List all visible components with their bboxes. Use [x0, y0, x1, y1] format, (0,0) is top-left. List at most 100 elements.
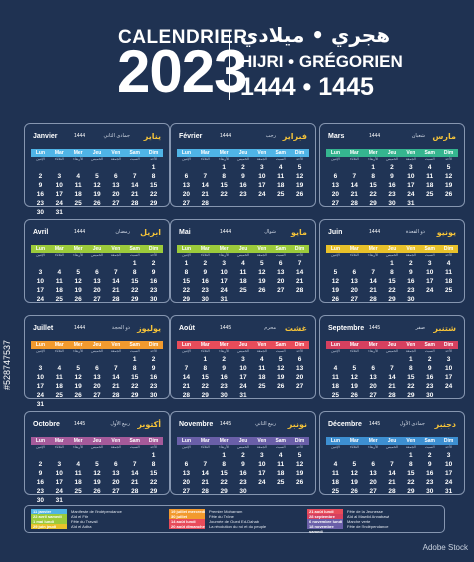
weekday-label: Dim — [148, 246, 159, 252]
day-number: 5 — [260, 260, 264, 267]
day-number: 30 — [201, 296, 209, 303]
day-number: 6 — [371, 365, 375, 372]
day-number: 20 — [182, 479, 191, 486]
day-number: 18 — [331, 479, 340, 486]
month-name: Avril — [33, 229, 49, 236]
empty-day — [88, 260, 107, 268]
weekday-label-arabic: الثلاثاء — [200, 349, 210, 353]
day-number: 2 — [222, 356, 226, 363]
weekday-label-arabic: الثلاثاء — [349, 253, 359, 257]
day-number: 11 — [331, 374, 339, 381]
day-number: 27 — [182, 200, 191, 207]
weekday-label: Mer — [219, 150, 229, 156]
day-number: 20 — [369, 383, 377, 390]
month-name-arabic: غشت — [284, 324, 307, 333]
day-number: 24 — [258, 191, 266, 198]
day-number: 24 — [258, 479, 266, 486]
day-number: 22 — [201, 383, 209, 390]
legend-date: 19 juillet mercredi — [169, 509, 206, 514]
day-number: 24 — [407, 191, 415, 198]
legend-item: 29 juin jeudi Aïd el Adha — [31, 524, 169, 529]
weekday-header-arabic: الإثنين الثلاثاء الأربعاء الخميس الجمعة السبت… — [326, 253, 458, 258]
weekday-label: Jeu — [387, 246, 397, 252]
hijri-year: 1444 — [369, 133, 381, 139]
weekday-label-arabic: الخميس — [91, 349, 103, 353]
day-number: 10 — [239, 365, 247, 372]
days-grid: 1 2 3 4 5 6 7 8 9 10 11 12 13 14 15 16 17 18 19 20 21 22 23 24 2… — [326, 452, 458, 496]
weekday-label-arabic: الإثنين — [36, 349, 45, 353]
weekday-label-arabic: الأربعاء — [73, 253, 84, 257]
weekday-label-arabic: الأحد — [445, 157, 453, 161]
legend-column: 21 août lundi Fête de la Jeunesse 28 septe… — [307, 509, 445, 534]
weekday-label-arabic: الجمعة — [110, 157, 121, 161]
day-number: 28 — [388, 488, 396, 495]
weekday-label: Dim — [294, 246, 305, 252]
empty-day — [88, 452, 107, 460]
month-card-5: Mai 1444 شوال مايو Lun Mar Mer Jeu Ven Sam Dim الإث… — [170, 219, 316, 303]
day-number: 30 — [426, 488, 434, 495]
weekday-header: Lun Mar Mer Jeu Ven Sam Dim — [177, 149, 309, 157]
weekday-label: Lun — [181, 246, 192, 252]
hijri-year: 1444 — [74, 133, 86, 139]
day-number: 18 — [277, 470, 285, 477]
day-number: 7 — [203, 461, 208, 468]
weekday-label: Sam — [424, 342, 435, 348]
month-card-10: Octobre 1445 ربيع الأول أكتوبر Lun Mar Mer Jeu V… — [24, 411, 170, 504]
day-number: 28 — [182, 392, 191, 399]
day-number: 20 — [350, 287, 358, 294]
day-number: 22 — [220, 479, 228, 486]
day-number: 22 — [369, 191, 377, 198]
weekday-label: Sam — [129, 342, 140, 348]
day-number: 26 — [93, 200, 101, 207]
day-number: 14 — [112, 278, 120, 285]
day-number: 13 — [112, 470, 120, 477]
day-number: 29 — [388, 296, 396, 303]
empty-day — [196, 452, 215, 460]
legend-date: 6 novembre lundi — [307, 519, 343, 524]
month-name-arabic: ابريل — [140, 228, 161, 237]
weekday-header-arabic: الإثنين الثلاثاء الأربعاء الخميس الجمعة السبت… — [31, 349, 163, 354]
day-number: 16 — [239, 470, 247, 477]
day-number: 19 — [74, 383, 82, 390]
weekday-label: Jeu — [387, 150, 397, 156]
day-number: 18 — [277, 182, 285, 189]
day-number: 13 — [369, 374, 377, 381]
days-grid: 1 2 3 4 5 6 7 8 9 10 11 12 13 14 15 16 17 18 19 20 21 22 23 24 2… — [31, 452, 163, 505]
empty-day — [69, 260, 88, 268]
legend-item: 1 mai lundi Fête du Travail — [31, 519, 169, 524]
weekday-label-arabic: الثلاثاء — [349, 157, 359, 161]
legend-text: Journée de Oued Ed-Dahab — [209, 519, 260, 524]
legend-text: Fête du Travail — [71, 519, 98, 524]
day-number: 14 — [201, 182, 209, 189]
hijri-month: ربيع الثاني — [255, 421, 276, 427]
watermark: Adobe Stock — [422, 543, 468, 552]
day-number: 15 — [220, 470, 228, 477]
hijri-year: 1444 — [74, 229, 86, 235]
day-number: 12 — [93, 182, 101, 189]
hijri-month: ذو الحجة — [111, 325, 130, 331]
day-number: 13 — [112, 182, 120, 189]
legend-item: 22 avril samedi Aïd el Fitr — [31, 514, 169, 519]
weekday-label: Ven — [257, 438, 267, 444]
day-number: 3 — [38, 269, 43, 276]
title-arabic: هجري • ميلادي — [240, 23, 391, 47]
legend-item: 20 août dimanche La révolution du roi et … — [169, 524, 307, 529]
day-number: 30 — [407, 296, 415, 303]
weekday-label-arabic: الجمعة — [405, 253, 416, 257]
day-number: 11 — [258, 365, 266, 372]
weekday-label-arabic: الثلاثاء — [349, 349, 359, 353]
day-number: 10 — [444, 365, 453, 372]
day-number: 12 — [258, 269, 266, 276]
weekday-label-arabic: الإثنين — [182, 349, 191, 353]
day-number: 5 — [278, 356, 283, 363]
day-number: 3 — [260, 164, 264, 171]
month-card-1: Janvier 1444 جمادى الثاني يناير Lun Mar Mer Jeu… — [24, 123, 170, 216]
weekday-header-arabic: الإثنين الثلاثاء الأربعاء الخميس الجمعة السبت… — [326, 349, 458, 354]
weekday-label-arabic: السبت — [275, 349, 286, 353]
day-number: 25 — [55, 392, 63, 399]
weekday-label-arabic: السبت — [129, 157, 140, 161]
legend-text: La révolution du roi et du peuple — [209, 524, 267, 529]
day-number: 22 — [407, 479, 415, 486]
month-name: Août — [179, 325, 195, 332]
day-number: 16 — [201, 278, 209, 285]
